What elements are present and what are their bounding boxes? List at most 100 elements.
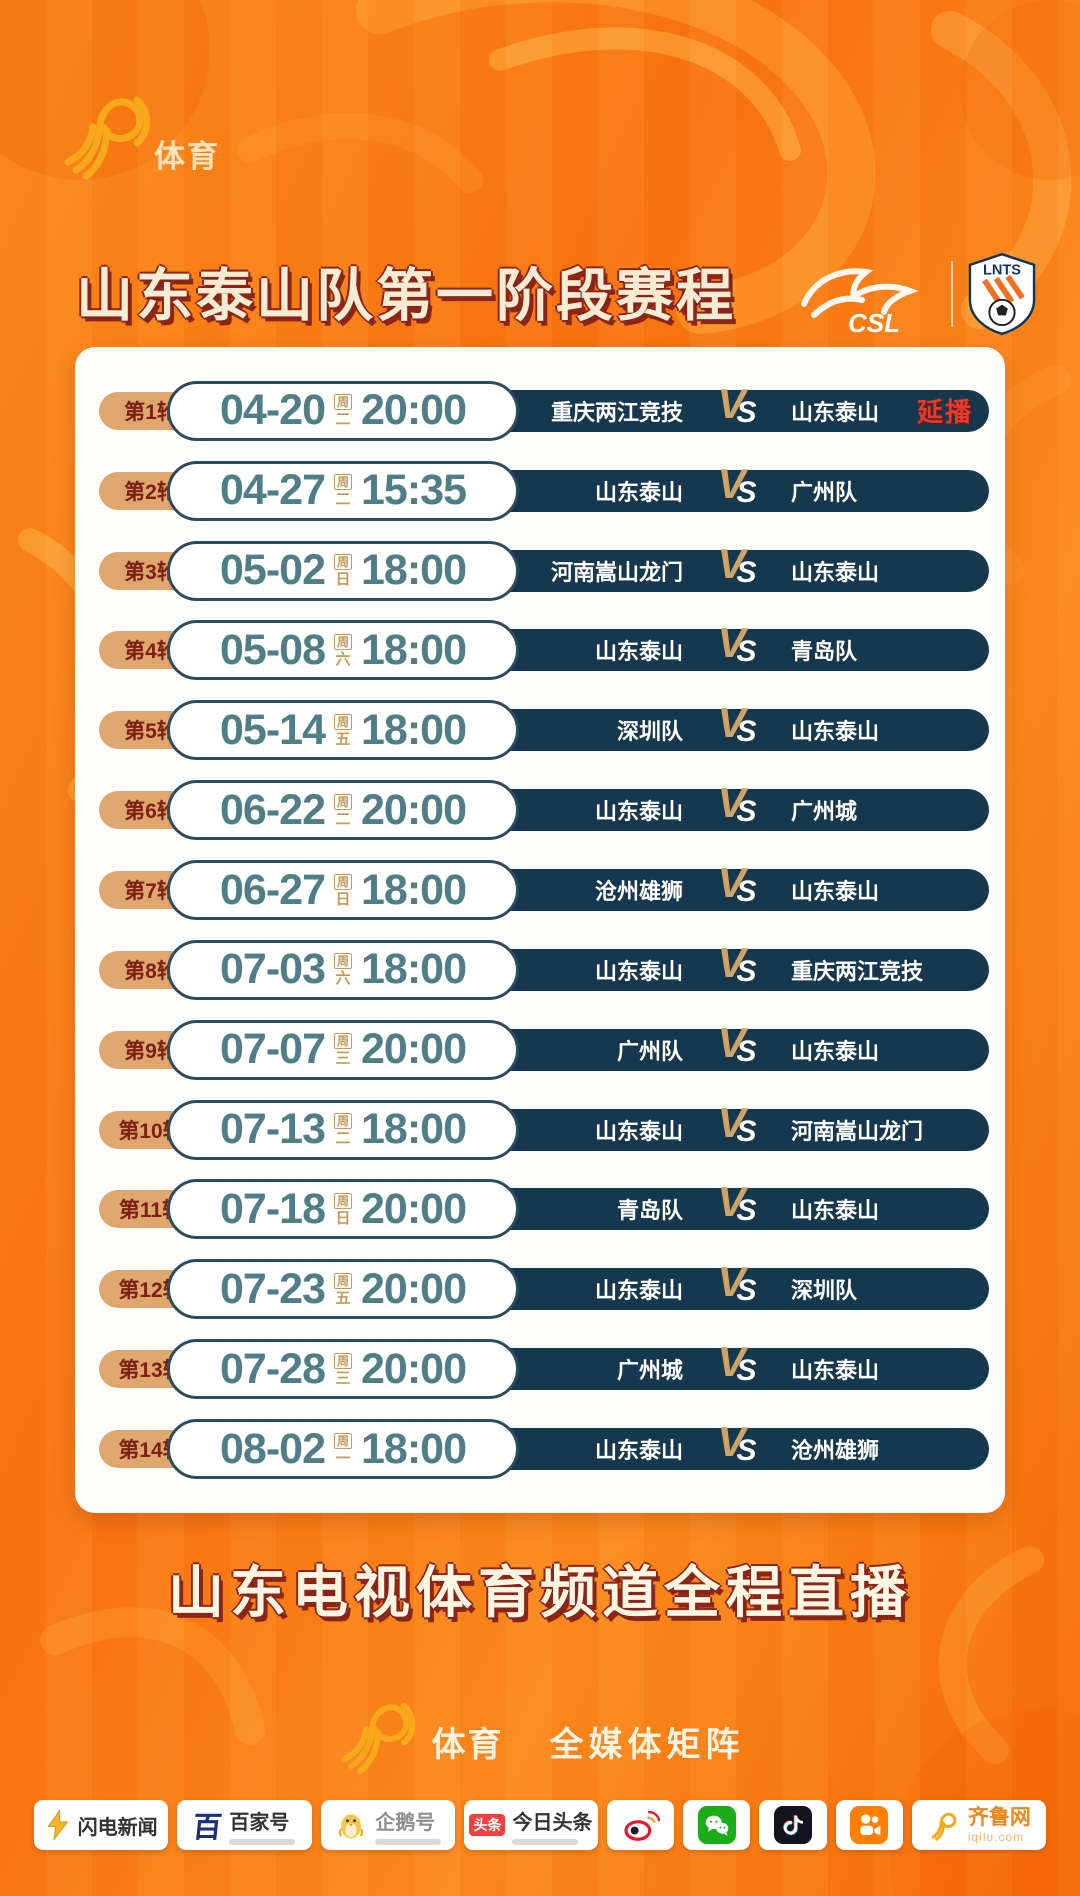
weekday-stack: 周 日 [333,873,352,908]
club-badge-text: LNTS [983,263,1021,279]
matrix-label: 全媒体矩阵 [549,1726,745,1764]
media-matrix-line: 体育 全媒体矩阵 [0,1692,1080,1778]
weekday-prefix: 周 [333,1192,352,1209]
weekday-prefix: 周 [333,554,352,571]
platform-label: 企鹅号 [375,1811,436,1834]
broadcast-headline: 山东电视体育频道全程直播 [168,1561,912,1624]
match-date: 06-27 [220,865,326,914]
weekday-prefix: 周 [333,873,352,890]
weekday-prefix: 周 [333,793,352,810]
iqilu-swirl-icon [931,1812,957,1841]
home-team: 重庆两江竞技 [550,399,683,425]
match-date: 06-22 [220,785,326,834]
match-time: 18:00 [361,705,467,754]
kuaishou-icon [850,1806,889,1844]
weekday-char: 日 [335,1209,351,1227]
match-time: 20:00 [361,785,467,834]
datetime-pill: 07-18 周 日 20:00 [167,1179,519,1240]
channel-brand-label: 体育 [154,139,220,174]
weekday-stack: 周 日 [333,1192,352,1227]
douyin-icon [773,1806,812,1844]
match-date: 05-08 [220,625,326,674]
match-time: 20:00 [361,1344,467,1393]
weekday-prefix: 周 [333,1033,352,1050]
match-time: 18:00 [361,1105,467,1154]
weekday-prefix: 周 [333,474,352,491]
weekday-prefix: 周 [333,1113,352,1130]
match-date: 07-18 [220,1184,326,1233]
weekday-prefix: 周 [333,713,352,730]
weekday-char: 三 [335,1369,351,1387]
match-time: 18:00 [361,546,467,595]
away-team: 河南嵩山龙门 [791,1118,924,1144]
weekday-char: 五 [335,730,351,748]
weekday-stack: 周 二 [333,793,352,827]
weekday-char: 日 [335,890,351,908]
tagline-placeholder [375,1838,442,1845]
weekday-stack: 周 二 [333,1113,352,1146]
home-team: 山东泰山 [594,479,683,505]
platform-label: 齐鲁网 [967,1806,1031,1829]
platform-weibo [607,1800,675,1850]
weekday-char: 日 [335,571,351,589]
datetime-pill: 05-14 周 五 18:00 [167,700,519,761]
badge-divider [951,261,953,327]
home-team: 河南嵩山龙门 [550,559,683,585]
weekday-char: 二 [335,411,351,429]
away-team: 沧州雄狮 [791,1438,880,1464]
lightning-icon [47,1809,69,1842]
broadcast-note: 延播 [916,397,973,428]
weekday-stack: 周 五 [333,1272,352,1306]
platform-iqilu: 齐鲁网 iqilu.com [911,1800,1046,1850]
weekday-stack: 周 二 [333,474,352,507]
home-team: 沧州雄狮 [594,879,683,905]
home-team: 山东泰山 [594,799,683,825]
weekday-stack: 周 六 [333,953,352,986]
match-time: 18:00 [361,865,467,914]
away-team: 山东泰山 [791,1198,880,1224]
home-team: 广州城 [616,1358,683,1384]
match-date: 07-23 [220,1264,326,1313]
tagline-placeholder [229,1838,296,1845]
match-date: 08-02 [220,1424,326,1473]
platform-toutiao: 头条 今日头条 [463,1800,599,1850]
platform-qiehao: 企鹅号 [320,1800,455,1850]
weekday-stack: 周 日 [333,554,352,589]
match-date: 07-13 [220,1105,326,1154]
csl-logo-text: CSL [848,308,900,336]
datetime-pill: 07-28 周 三 20:00 [167,1339,519,1400]
datetime-pill: 04-27 周 二 15:35 [167,460,519,521]
home-team: 山东泰山 [594,1118,683,1144]
weekday-prefix: 周 [333,953,352,970]
datetime-pill: 05-02 周 日 18:00 [167,540,519,601]
away-team: 山东泰山 [791,879,880,905]
away-team: 山东泰山 [791,399,880,425]
weekday-prefix: 周 [333,1352,352,1369]
weekday-stack: 周 三 [333,1033,352,1066]
away-team: 山东泰山 [791,559,880,585]
